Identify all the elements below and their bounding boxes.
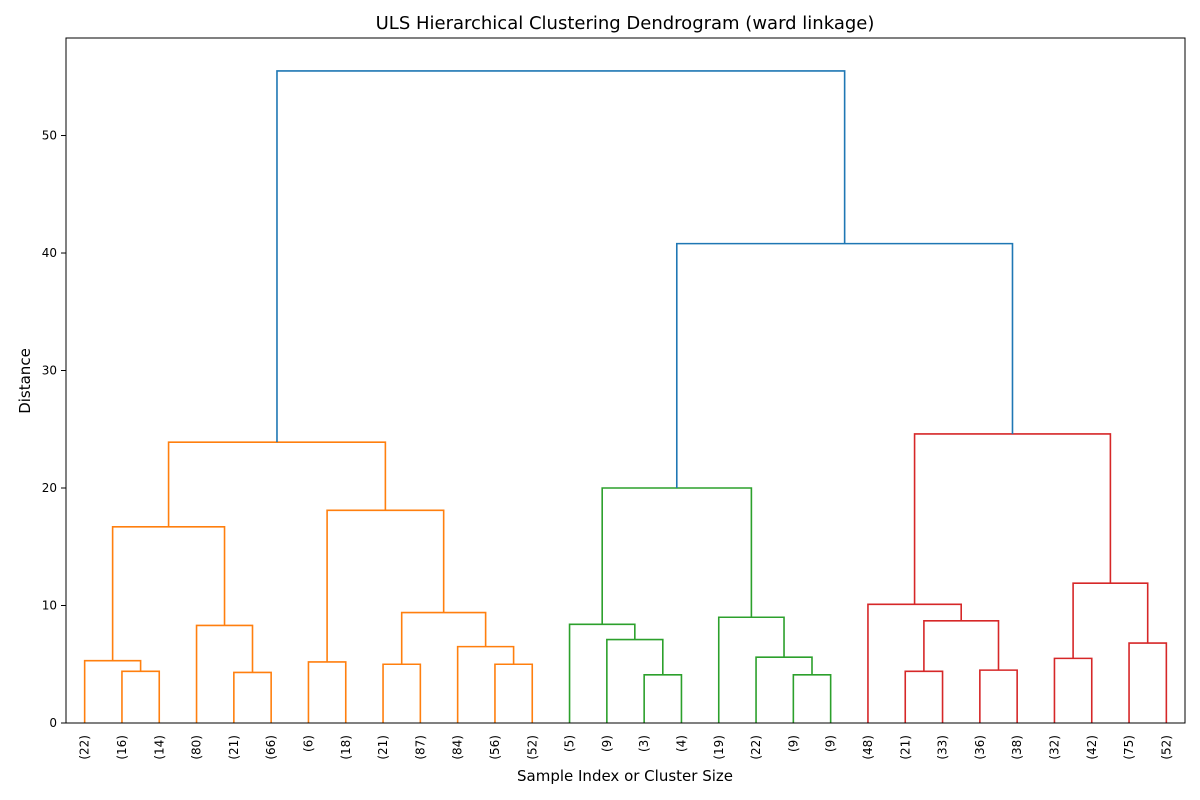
dendrogram-link-15 xyxy=(792,674,832,723)
leaf-label: (21) xyxy=(376,735,390,760)
dendrogram-link-11 xyxy=(167,441,387,527)
dendrogram-link-2 xyxy=(233,671,272,723)
leaf-label: (9) xyxy=(600,735,614,752)
leaf-label: (52) xyxy=(1159,735,1173,760)
dendrogram-link-27 xyxy=(675,242,1014,489)
leaf-label: (21) xyxy=(227,735,241,760)
y-tick-label: 50 xyxy=(42,129,57,143)
leaf-label: (48) xyxy=(861,735,875,760)
leaf-label: (22) xyxy=(78,735,92,760)
dendrogram-link-26 xyxy=(913,433,1112,605)
leaf-label: (52) xyxy=(525,735,539,760)
plot-frame xyxy=(65,37,1186,724)
leaf-label: (9) xyxy=(786,735,800,752)
leaf-label: (42) xyxy=(1085,735,1099,760)
leaf-label: (19) xyxy=(712,735,726,760)
dendrogram-link-25 xyxy=(1072,582,1149,659)
chart-title: ULS Hierarchical Clustering Dendrogram (… xyxy=(376,13,875,34)
dendrogram-links xyxy=(83,70,1168,723)
leaf-label: (18) xyxy=(339,735,353,760)
dendrogram-link-4 xyxy=(111,525,226,661)
leaf-label: (21) xyxy=(898,735,912,760)
leaf-label: (75) xyxy=(1122,735,1136,760)
dendrogram-link-24 xyxy=(1128,642,1168,723)
x-axis: (22) (16) (14) (80) (21) (66) (6) (18) (21) (87) (… xyxy=(78,735,1174,760)
dendrogram-link-7 xyxy=(494,663,534,723)
dendrogram-link-18 xyxy=(601,487,753,625)
y-axis: 0 10 20 30 40 50 xyxy=(42,129,66,730)
dendrogram-link-22 xyxy=(867,603,962,723)
dendrogram-link-13 xyxy=(606,638,664,723)
leaf-label: (14) xyxy=(152,735,166,760)
leaf-label: (16) xyxy=(115,735,129,760)
y-axis-label: Distance xyxy=(16,348,34,414)
leaf-label: (22) xyxy=(749,735,763,760)
dendrogram-link-5 xyxy=(307,661,347,723)
dendrogram-link-17 xyxy=(717,616,785,723)
leaf-label: (87) xyxy=(413,735,427,760)
dendrogram-link-28 xyxy=(276,70,846,443)
y-tick-label: 10 xyxy=(42,599,57,613)
leaf-label: (32) xyxy=(1047,735,1061,760)
dendrogram-link-12 xyxy=(643,674,683,723)
dendrogram-link-21 xyxy=(923,619,1000,672)
dendrogram-link-19 xyxy=(904,670,944,723)
dendrogram-link-14 xyxy=(568,623,636,723)
dendrogram-link-0 xyxy=(121,670,161,723)
leaf-label: (5) xyxy=(563,735,577,752)
dendrogram-link-16 xyxy=(755,656,813,723)
leaf-label: (33) xyxy=(936,735,950,760)
dendrogram-link-6 xyxy=(382,663,422,723)
dendrogram-link-3 xyxy=(195,624,254,723)
dendrogram-link-8 xyxy=(456,645,515,723)
dendrogram-link-1 xyxy=(83,659,142,723)
y-tick-label: 40 xyxy=(42,246,57,260)
dendrogram-link-9 xyxy=(400,611,487,665)
y-tick-label: 30 xyxy=(42,364,57,378)
leaf-label: (6) xyxy=(301,735,315,752)
leaf-label: (66) xyxy=(264,735,278,760)
dendrogram-link-10 xyxy=(326,509,445,662)
y-tick-label: 20 xyxy=(42,481,57,495)
leaf-label: (56) xyxy=(488,735,502,760)
y-tick-label: 0 xyxy=(49,716,57,730)
dendrogram-link-23 xyxy=(1053,657,1093,723)
dendrogram-link-20 xyxy=(979,669,1018,723)
leaf-label: (38) xyxy=(1010,735,1024,760)
leaf-label: (80) xyxy=(190,735,204,760)
leaf-label: (3) xyxy=(637,735,651,752)
leaf-label: (84) xyxy=(451,735,465,760)
x-axis-label: Sample Index or Cluster Size xyxy=(517,767,733,785)
leaf-label: (36) xyxy=(973,735,987,760)
leaf-label: (9) xyxy=(824,735,838,752)
leaf-label: (4) xyxy=(674,735,688,752)
